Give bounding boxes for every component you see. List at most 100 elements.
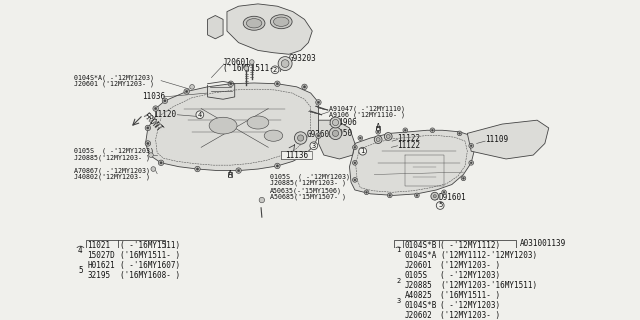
Circle shape [148,153,154,157]
Text: 32195: 32195 [88,271,111,280]
Polygon shape [349,130,475,196]
Circle shape [459,132,461,134]
Circle shape [395,247,402,254]
Text: J20885('12MY1203- ): J20885('12MY1203- ) [269,180,346,186]
Circle shape [298,135,304,141]
Circle shape [330,127,342,140]
Bar [228,172,232,177]
Circle shape [184,89,189,94]
Circle shape [302,152,307,158]
Text: 0104S*A( -'12MY1203): 0104S*A( -'12MY1203) [74,74,154,81]
Circle shape [404,129,406,131]
Text: ('16MY1511- ): ('16MY1511- ) [223,64,284,73]
Polygon shape [145,83,319,171]
Text: ('16MY1511- ): ('16MY1511- ) [440,291,500,300]
Text: ( -'16MY1607): ( -'16MY1607) [120,261,180,270]
Circle shape [360,137,361,139]
Circle shape [196,168,198,170]
Polygon shape [207,15,223,39]
Text: A9106 ('12MY1110- ): A9106 ('12MY1110- ) [330,111,405,118]
Circle shape [415,193,419,198]
Text: J20602: J20602 [404,311,432,320]
Text: 11036: 11036 [141,92,164,101]
Circle shape [330,117,341,128]
Ellipse shape [246,19,262,28]
Text: 0104S*B: 0104S*B [404,301,437,310]
Circle shape [250,60,254,64]
Circle shape [271,66,279,74]
Circle shape [316,100,321,105]
Circle shape [332,119,339,126]
Circle shape [151,167,156,172]
Text: 2: 2 [396,278,401,284]
Text: 4: 4 [198,112,202,118]
Text: 4: 4 [78,246,83,255]
Text: ('12MY1203-'16MY1511): ('12MY1203-'16MY1511) [440,281,538,290]
Bar [281,151,312,159]
Circle shape [354,146,356,148]
Text: ('16MY1608- ): ('16MY1608- ) [120,271,180,280]
Circle shape [310,142,317,150]
Circle shape [354,179,356,181]
Text: A50685('15MY1507- ): A50685('15MY1507- ) [269,194,346,200]
Circle shape [461,176,466,181]
Bar [394,240,516,320]
Text: A70867( -'12MY1203): A70867( -'12MY1203) [74,167,150,174]
Ellipse shape [264,130,283,141]
Circle shape [145,141,150,146]
Text: G92605: G92605 [307,130,335,139]
Text: J20601: J20601 [404,261,432,270]
Text: J20601 ('12MY1203- ): J20601 ('12MY1203- ) [74,81,154,87]
Ellipse shape [247,116,269,129]
Circle shape [164,100,166,102]
Text: ('16MY1511- ): ('16MY1511- ) [120,251,180,260]
Circle shape [281,60,289,68]
Text: A40825: A40825 [404,291,432,300]
Circle shape [353,178,357,182]
Circle shape [431,192,438,200]
Circle shape [389,195,390,196]
Ellipse shape [273,17,289,26]
Circle shape [302,84,307,90]
Bar [281,151,310,159]
Text: A91047( -'12MY1110): A91047( -'12MY1110) [330,105,405,112]
Polygon shape [319,120,355,159]
Text: 5: 5 [78,266,83,275]
Circle shape [154,108,157,110]
Polygon shape [227,4,312,54]
Circle shape [403,128,408,132]
Circle shape [365,191,367,193]
Text: ( -'12MY1112): ( -'12MY1112) [440,241,500,250]
Circle shape [358,136,363,140]
Text: ('12MY1203- ): ('12MY1203- ) [440,261,500,270]
Circle shape [237,169,240,172]
Ellipse shape [243,16,265,30]
Circle shape [147,127,149,129]
Text: J20885('12MY1203- ): J20885('12MY1203- ) [74,154,150,161]
Text: 1: 1 [396,247,401,253]
Circle shape [153,106,158,111]
Text: ( -'16MY1511): ( -'16MY1511) [120,241,180,250]
Circle shape [316,133,321,139]
Text: J20601: J20601 [223,58,251,67]
Circle shape [433,195,436,198]
Text: A: A [228,170,232,179]
Circle shape [196,111,204,119]
Text: 0104S*A: 0104S*A [404,251,437,260]
Text: ( -'12MY1203): ( -'12MY1203) [440,271,500,280]
Circle shape [145,125,150,131]
Circle shape [278,57,292,71]
Text: FRONT: FRONT [141,111,164,134]
Text: 11122: 11122 [397,133,420,142]
Circle shape [76,266,84,275]
Text: 11109: 11109 [485,135,508,144]
Circle shape [387,134,390,139]
Circle shape [470,145,472,147]
Text: 11021: 11021 [88,241,111,250]
Ellipse shape [209,117,237,134]
Text: 2: 2 [273,67,277,73]
Circle shape [359,147,367,155]
Circle shape [162,98,168,103]
Text: G94906: G94906 [330,118,357,127]
Text: 0105S  ( -'12MY1203): 0105S ( -'12MY1203) [269,173,349,180]
